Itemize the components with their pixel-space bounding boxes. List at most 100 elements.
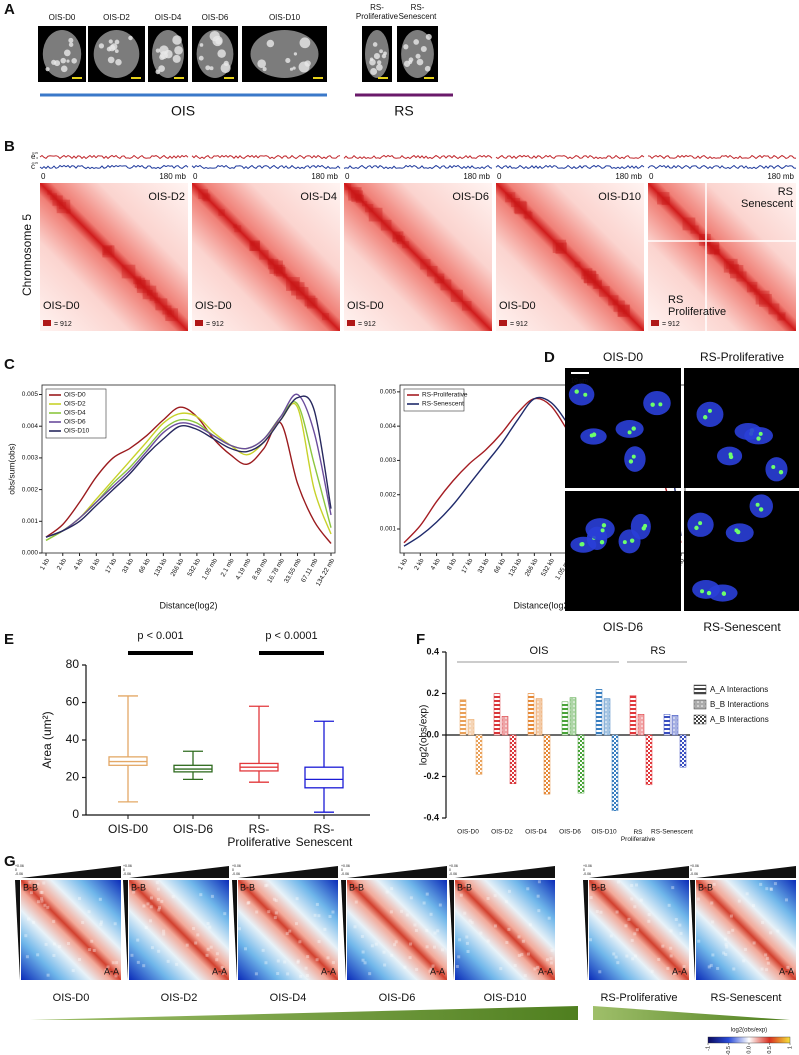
hic-block bbox=[50, 193, 57, 200]
chromatin-focus bbox=[205, 65, 211, 71]
series-line bbox=[45, 395, 332, 538]
saddle-noise bbox=[457, 955, 461, 959]
saddle-noise bbox=[598, 970, 602, 974]
saddle-noise bbox=[790, 968, 794, 972]
saddle-noise bbox=[149, 905, 153, 909]
legend-label: RS-Senescent bbox=[422, 401, 464, 408]
x-tick-label: 133 kb bbox=[507, 557, 523, 578]
saddle-noise bbox=[283, 960, 287, 964]
saddle-noise bbox=[537, 880, 541, 884]
axis-label: 180 mb bbox=[311, 172, 338, 181]
text-line: Senescent bbox=[399, 12, 438, 21]
nucleus bbox=[692, 580, 720, 599]
saddle-noise bbox=[776, 929, 780, 933]
saddle-noise bbox=[44, 942, 48, 946]
saddle-noise bbox=[729, 914, 733, 918]
chromatin-focus bbox=[416, 58, 424, 66]
saddle-noise bbox=[479, 931, 483, 935]
saddle-noise bbox=[616, 880, 620, 884]
ramp bbox=[455, 866, 555, 878]
fish-spot bbox=[703, 415, 708, 420]
corner-label: A-A bbox=[538, 966, 553, 976]
chromatin-focus bbox=[217, 49, 226, 58]
saddle-noise bbox=[595, 909, 599, 913]
saddle-noise bbox=[415, 967, 419, 971]
fish-spot bbox=[650, 402, 655, 407]
hic-block bbox=[753, 288, 760, 295]
y-tick-label: 0.003 bbox=[22, 455, 39, 462]
saddle-noise bbox=[215, 952, 219, 956]
saddle-noise bbox=[405, 913, 409, 917]
chromatin-focus bbox=[379, 49, 383, 54]
x-tick-label: 266 kb bbox=[524, 557, 540, 578]
saddle-noise bbox=[374, 942, 378, 946]
series-line bbox=[45, 406, 332, 544]
y-tick-label: 0.0 bbox=[426, 729, 439, 739]
hic-block bbox=[58, 201, 67, 210]
saddle-noise bbox=[724, 943, 728, 947]
hic-block bbox=[758, 293, 772, 307]
saddle-noise bbox=[306, 955, 310, 959]
saddle-noise bbox=[745, 892, 749, 896]
hic-block bbox=[198, 189, 208, 199]
saddle-noise bbox=[383, 963, 387, 967]
axis-title: obs/sum(obs) bbox=[6, 443, 16, 495]
hic-block bbox=[705, 240, 720, 255]
saddle-noise bbox=[612, 952, 616, 956]
saddle-noise bbox=[171, 895, 175, 899]
hic-block bbox=[133, 276, 142, 285]
image-label: RS-Senescent bbox=[703, 620, 781, 634]
saddle-noise bbox=[425, 892, 429, 896]
hic-block bbox=[726, 261, 734, 269]
hic-block bbox=[304, 295, 316, 307]
fish-spot bbox=[658, 402, 663, 407]
map-label: RS Senescent bbox=[741, 186, 793, 210]
saddle-noise bbox=[267, 910, 271, 914]
nucleus bbox=[568, 383, 595, 406]
corner-label: A-A bbox=[430, 966, 445, 976]
saddle-noise bbox=[246, 901, 250, 905]
corner-label: B-B bbox=[131, 882, 146, 892]
chromatin-focus bbox=[220, 63, 231, 74]
chromatin-focus bbox=[223, 60, 229, 67]
hic-block bbox=[355, 194, 361, 200]
saddle-plot bbox=[589, 880, 689, 980]
chromatin-focus bbox=[60, 65, 68, 73]
saddle-noise bbox=[52, 954, 56, 958]
hic-block bbox=[218, 209, 225, 216]
text-line: RS bbox=[778, 186, 793, 198]
saddle-noise bbox=[545, 958, 549, 962]
y-tick-label: 0.001 bbox=[22, 518, 39, 525]
saddle-noise bbox=[413, 923, 417, 927]
compartment-track bbox=[39, 164, 189, 170]
saddle-noise bbox=[361, 950, 365, 954]
compartment-track bbox=[343, 164, 493, 170]
hic-block bbox=[768, 303, 780, 315]
saddle-noise bbox=[36, 953, 40, 957]
map-title: OIS-D4 bbox=[270, 992, 307, 1004]
nucleus bbox=[615, 420, 644, 438]
saddle-noise bbox=[370, 944, 374, 948]
saddle-scale: +0.06 bbox=[123, 864, 132, 868]
hic-block bbox=[102, 245, 113, 256]
image-label: RS-Proliferative bbox=[700, 350, 784, 364]
saddle-noise bbox=[331, 961, 335, 965]
saddle-noise bbox=[408, 956, 412, 960]
chromatin-focus bbox=[128, 35, 133, 41]
saddle-noise bbox=[162, 929, 166, 933]
saddle-noise bbox=[709, 963, 713, 967]
saddle-noise bbox=[647, 919, 651, 923]
bar bbox=[577, 734, 585, 794]
bar bbox=[509, 734, 517, 785]
hic-block bbox=[393, 232, 401, 240]
hic-block bbox=[698, 233, 711, 246]
hic-map bbox=[192, 183, 340, 331]
chromatin-focus bbox=[110, 43, 118, 50]
hic-block bbox=[362, 201, 368, 207]
text-line: RS- bbox=[370, 3, 384, 12]
saddle-noise bbox=[716, 966, 720, 970]
fish-spot bbox=[734, 528, 739, 533]
saddle-noise bbox=[533, 967, 537, 971]
map-label: OIS-D6 bbox=[452, 191, 489, 203]
fish-spot bbox=[756, 436, 761, 441]
